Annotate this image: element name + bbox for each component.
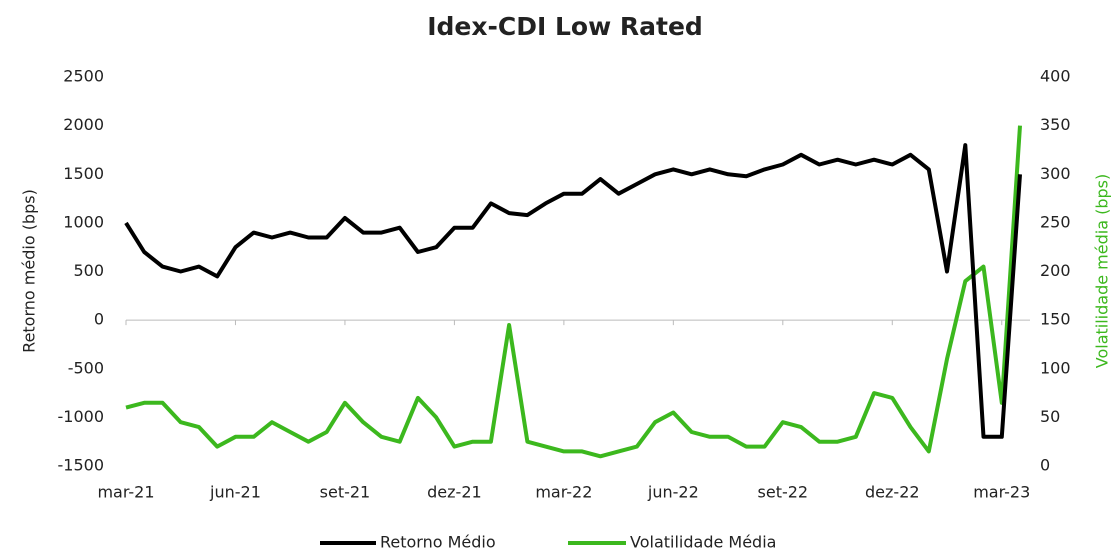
y-tick-label: 2000 bbox=[63, 115, 104, 134]
y-tick-label: -1500 bbox=[58, 456, 105, 475]
y-tick-label: 1500 bbox=[63, 164, 104, 183]
y2-tick-label: 300 bbox=[1040, 164, 1071, 183]
y2-tick-label: 100 bbox=[1040, 358, 1071, 377]
y-axis-title: Retorno médio (bps) bbox=[20, 189, 39, 353]
x-tick-label: jun-21 bbox=[209, 483, 261, 502]
y2-tick-label: 50 bbox=[1040, 407, 1060, 426]
x-tick-label: mar-23 bbox=[973, 483, 1030, 502]
y-tick-label: 500 bbox=[73, 261, 104, 280]
x-tick-label: set-21 bbox=[320, 483, 371, 502]
y-tick-label: -1000 bbox=[58, 407, 105, 426]
x-tick-label: dez-21 bbox=[427, 483, 482, 502]
chart-title: Idex-CDI Low Rated bbox=[427, 12, 703, 41]
x-tick-label: mar-21 bbox=[97, 483, 154, 502]
x-tick-label: mar-22 bbox=[535, 483, 592, 502]
y2-tick-label: 150 bbox=[1040, 310, 1071, 329]
x-tick-label: dez-22 bbox=[865, 483, 920, 502]
legend-label: Retorno Médio bbox=[380, 533, 496, 552]
y2-tick-label: 0 bbox=[1040, 456, 1050, 475]
y2-axis-title: Volatilidade média (bps) bbox=[1093, 174, 1112, 368]
y-tick-label: 0 bbox=[94, 310, 104, 329]
legend-label: Volatilidade Média bbox=[630, 533, 776, 552]
series-line bbox=[124, 143, 1022, 439]
x-tick-label: jun-22 bbox=[647, 483, 699, 502]
y-tick-label: 2500 bbox=[63, 67, 104, 86]
y-tick-label: -500 bbox=[68, 358, 104, 377]
y2-tick-label: 400 bbox=[1040, 67, 1071, 86]
x-tick-label: set-22 bbox=[758, 483, 809, 502]
y2-tick-label: 350 bbox=[1040, 115, 1071, 134]
series-line bbox=[125, 125, 1022, 459]
y2-tick-label: 250 bbox=[1040, 212, 1071, 231]
y-tick-label: 1000 bbox=[63, 212, 104, 231]
y2-tick-label: 200 bbox=[1040, 261, 1071, 280]
